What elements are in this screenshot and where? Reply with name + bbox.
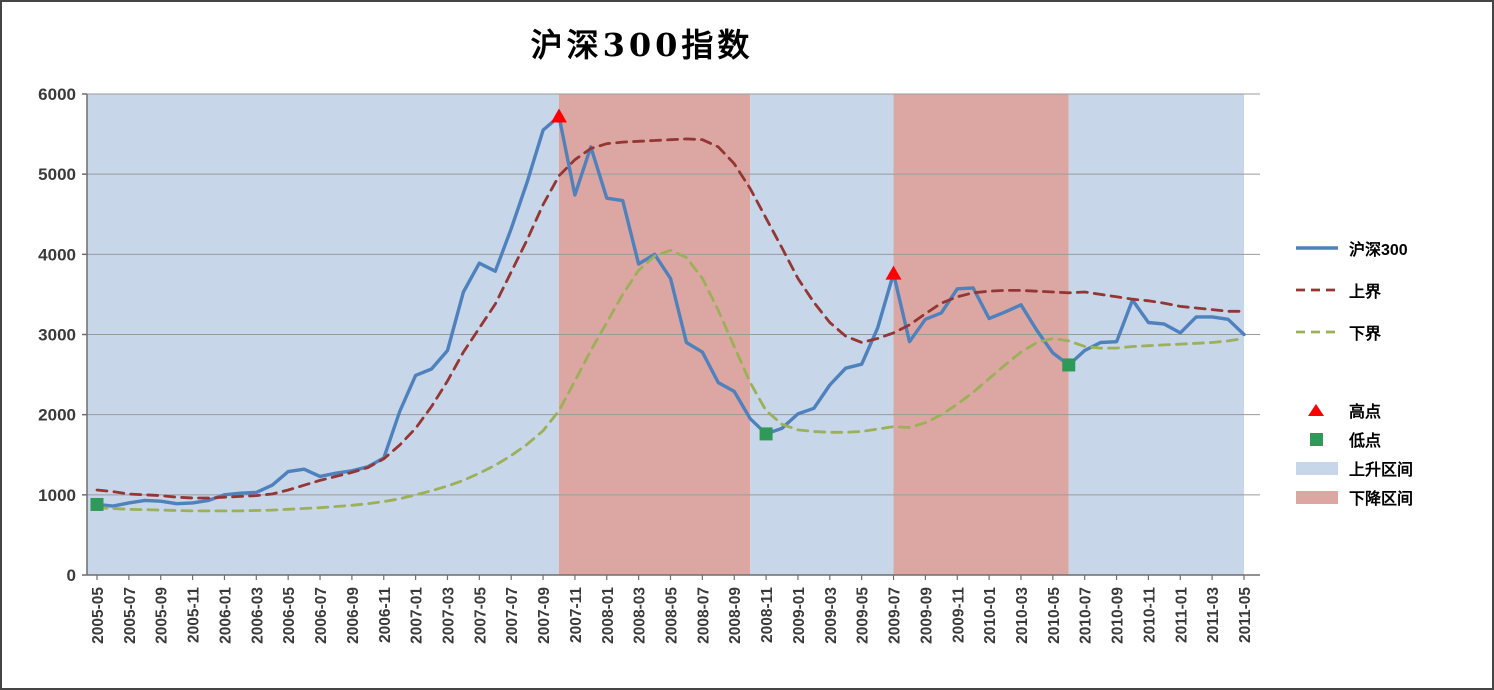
legend-label-low-point: 低点: [1349, 433, 1382, 450]
low-point-marker: [1062, 358, 1076, 372]
x-tick-label: 2008-07: [695, 587, 712, 644]
dashed-line-sample: [1296, 288, 1338, 292]
x-tick-label: 2008-11: [759, 587, 776, 643]
x-tick-label: 2009-05: [855, 587, 872, 644]
x-tick-label: 2011-03: [1205, 587, 1222, 643]
x-tick-label: 2010-11: [1141, 587, 1158, 643]
x-tick-label: 2009-09: [918, 587, 935, 644]
series-line-hs300: [95, 114, 1246, 508]
x-tick-label: 2010-03: [1014, 587, 1031, 644]
x-tick-label: 2011-05: [1237, 587, 1254, 643]
legend-spacer: [1294, 362, 1492, 398]
legend-item-lower-bound: 下界: [1294, 320, 1492, 344]
y-tick-label: 5000: [38, 165, 76, 184]
x-tick-label: 2010-07: [1078, 587, 1095, 644]
y-tick-label: 2000: [38, 406, 76, 425]
lower-bound-line: [95, 248, 1246, 513]
x-tick-label: 2006-01: [217, 587, 234, 644]
x-tick-label: 2008-05: [664, 587, 681, 644]
rise-band-swatch: [1296, 461, 1338, 475]
x-tick-label: 2009-07: [887, 587, 904, 644]
x-tick-label: 2006-05: [281, 587, 298, 644]
x-tick-label: 2010-05: [1046, 587, 1063, 644]
legend-label-fall-band: 下降区间: [1349, 491, 1414, 508]
legend-label-upper-bound: 上界: [1349, 284, 1382, 301]
y-tick-label: 1000: [38, 486, 76, 505]
x-tick-label: 2010-01: [982, 587, 999, 644]
upper-bound-line: [95, 137, 1246, 500]
legend-item-fall-band: 下降区间: [1294, 485, 1492, 509]
x-tick-label: 2011-01: [1173, 587, 1190, 643]
x-tick-label: 2007-09: [536, 587, 553, 644]
x-tick-label: 2007-11: [568, 587, 585, 643]
legend-item-low-point: 低点: [1294, 427, 1492, 451]
low-point-marker: [90, 497, 104, 511]
x-tick-label: 2007-05: [472, 587, 489, 644]
y-tick-label: 0: [67, 566, 76, 585]
legend-label-high-point: 高点: [1349, 404, 1382, 421]
x-tick-label: 2008-09: [727, 587, 744, 644]
x-tick-label: 2005-09: [154, 587, 171, 644]
legend-item-hs300: 沪深300: [1294, 236, 1492, 260]
low-point-marker: [759, 427, 773, 441]
x-tick-label: 2006-03: [249, 587, 266, 644]
legend-item-rise-band: 上升区间: [1294, 456, 1492, 480]
x-tick-label: 2009-11: [950, 587, 967, 643]
dashed-line-sample: [1296, 330, 1338, 334]
x-tick-label: 2007-01: [409, 587, 426, 644]
x-tick-label: 2006-09: [345, 587, 362, 644]
x-tick-label: 2009-03: [823, 587, 840, 644]
square-marker-icon: [1310, 433, 1323, 446]
legend-item-upper-bound: 上界: [1294, 278, 1492, 302]
x-tick-label: 2009-01: [791, 587, 808, 644]
high-point-marker: [885, 265, 902, 280]
x-tick-label: 2008-01: [600, 587, 617, 644]
y-tick-label: 4000: [38, 245, 76, 264]
x-tick-label: 2007-03: [440, 587, 457, 644]
solid-line-sample: [1296, 246, 1338, 250]
legend-label-rise-band: 上升区间: [1349, 462, 1414, 479]
x-tick-label: 2006-07: [313, 587, 330, 644]
triangle-marker-icon: [1308, 404, 1324, 416]
y-tick-label: 6000: [38, 85, 76, 104]
chart-title: 沪深300指数: [530, 26, 754, 64]
x-tick-label: 2005-05: [90, 587, 107, 644]
x-tick-label: 2005-11: [186, 587, 203, 643]
high-point-marker: [550, 108, 567, 123]
x-tick-label: 2006-11: [377, 587, 394, 643]
legend-label-lower-bound: 下界: [1349, 326, 1382, 343]
x-tick-label: 2005-07: [122, 587, 139, 644]
legend-label-hs300: 沪深300: [1349, 242, 1408, 259]
legend: 沪深300 上界 下界 高点 低点: [1294, 236, 1492, 514]
legend-item-high-point: 高点: [1294, 398, 1492, 422]
x-tick-label: 2008-03: [632, 587, 649, 644]
fall-band-swatch: [1296, 490, 1338, 504]
y-tick-label: 3000: [38, 326, 76, 345]
x-tick-label: 2010-09: [1110, 587, 1127, 644]
x-tick-label: 2007-07: [504, 587, 521, 644]
